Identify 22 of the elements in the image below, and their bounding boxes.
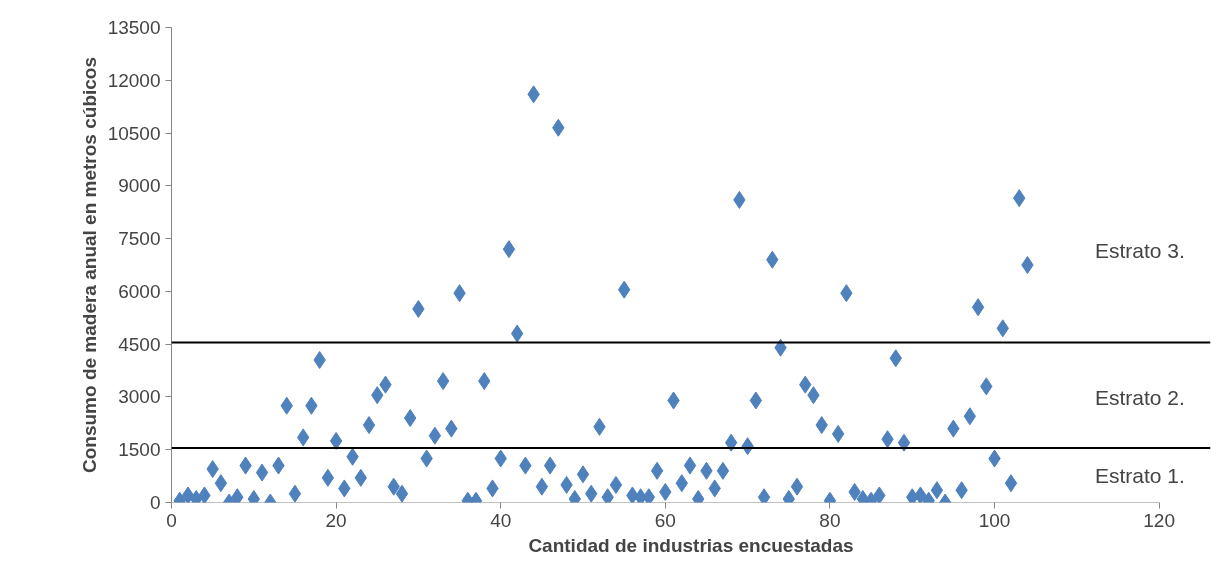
x-axis-title: Cantidad de industrias encuestadas <box>528 534 854 556</box>
y-tick-label: 9000 <box>118 175 161 197</box>
y-tick-label: 13500 <box>107 17 161 38</box>
y-tick-label: 7500 <box>118 228 161 250</box>
y-tick-label: 6000 <box>118 280 161 302</box>
y-tick-label: 10500 <box>107 122 161 144</box>
y-tick-label: 12000 <box>107 69 161 91</box>
x-tick-label: 40 <box>490 509 512 531</box>
y-axis-title: Consumo de madera anual en metros cúbicos <box>78 57 100 473</box>
x-tick-label: 0 <box>166 509 177 531</box>
y-tick-label: 1500 <box>118 439 161 461</box>
annotation: Estrato 1. <box>1094 464 1185 488</box>
y-tick-label: 0 <box>149 492 161 513</box>
y-tick-label: 3000 <box>118 386 161 408</box>
y-tick-label: 4500 <box>118 333 161 355</box>
x-tick-label: 20 <box>325 509 347 531</box>
annotation: Estrato 3. <box>1094 239 1185 263</box>
annotation: Estrato 2. <box>1094 385 1185 409</box>
x-tick-label: 120 <box>1143 509 1175 531</box>
x-tick-label: 100 <box>978 509 1011 531</box>
x-tick-label: 60 <box>654 509 676 531</box>
x-tick-label: 80 <box>819 509 841 531</box>
